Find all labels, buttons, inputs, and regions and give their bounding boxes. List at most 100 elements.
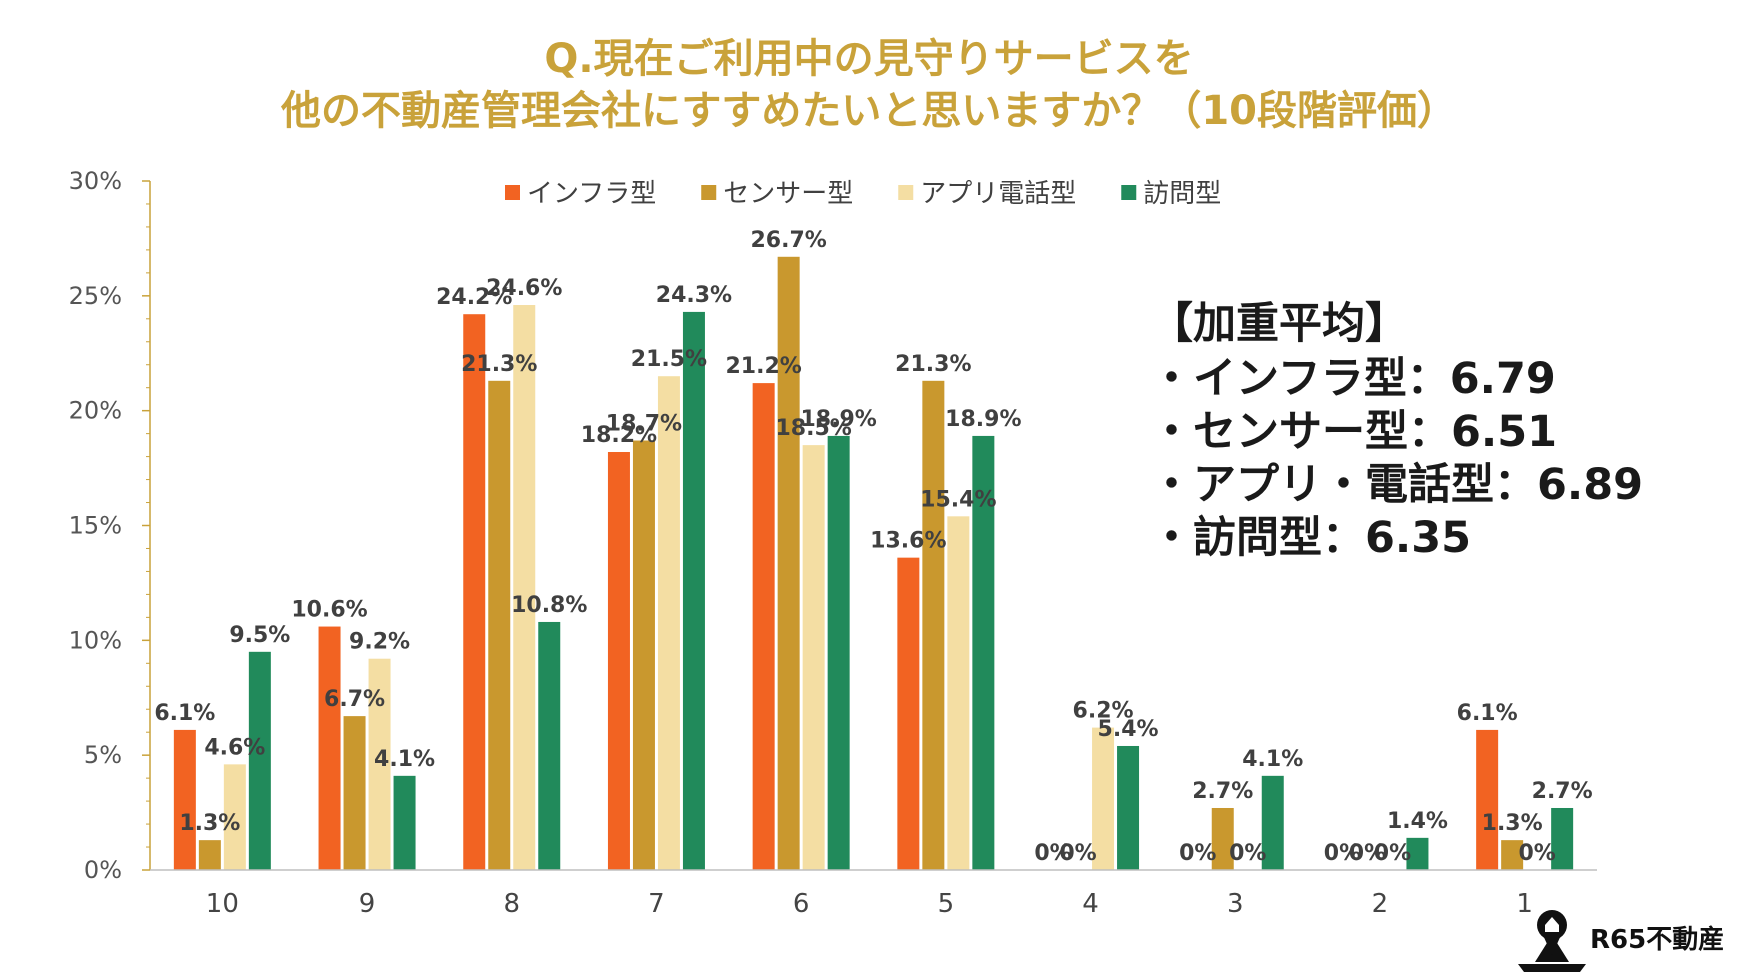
- data-label: 0%: [1518, 841, 1555, 866]
- bar: [657, 376, 680, 870]
- data-label: 18.2%: [581, 423, 657, 448]
- data-label: 18.5%: [775, 416, 851, 441]
- r65-logo: R65不動産: [1518, 910, 1724, 972]
- bar: [318, 626, 341, 870]
- bar: [752, 383, 775, 870]
- data-labels: 6.1%10.6%24.2%18.2%21.2%13.6%0% 0% 0%6.1%1…: [154, 228, 1592, 866]
- data-label: 0%: [1179, 841, 1216, 866]
- data-label: 6.7%: [324, 687, 385, 712]
- legend-label: アプリ電話型: [920, 179, 1076, 209]
- bar: [947, 516, 970, 870]
- data-label: 0%: [1374, 841, 1411, 866]
- minor-ticks: [146, 203, 150, 848]
- data-label: 15.4%: [920, 487, 996, 512]
- summary-heading: 【加重平均】: [1150, 299, 1408, 349]
- data-label: 0%: [1059, 841, 1096, 866]
- logo-text: R65不動産: [1590, 924, 1724, 955]
- data-label: 1.4%: [1387, 809, 1448, 834]
- y-tick-label: 15%: [69, 512, 122, 540]
- data-label: 2.7%: [1192, 779, 1253, 804]
- data-label: 2.7%: [1532, 779, 1593, 804]
- data-label: 10.6%: [291, 598, 367, 623]
- data-label: 1.3%: [179, 811, 240, 836]
- bar: [1501, 840, 1524, 870]
- data-label: 24.2%: [436, 285, 512, 310]
- x-tick-label: 10: [206, 889, 239, 919]
- data-label: 6.1%: [1457, 701, 1518, 726]
- bar: [682, 311, 705, 870]
- bar: [607, 452, 630, 870]
- data-label: 9.2%: [349, 630, 410, 655]
- summary-line-visit: ・訪問型：6.35: [1150, 513, 1471, 563]
- bar: [802, 445, 825, 870]
- data-label: 10.8%: [511, 593, 587, 618]
- data-label: 0%: [1324, 841, 1361, 866]
- bar: [1261, 775, 1284, 870]
- data-label: 26.7%: [750, 228, 826, 253]
- data-label: 18.7%: [606, 412, 682, 437]
- data-label: 0%: [1229, 841, 1266, 866]
- weighted-average-summary: 【加重平均】 ・インフラ型：6.79 ・センサー型：6.51 ・アプリ・電話型：…: [1150, 299, 1643, 563]
- x-tick-label: 9: [359, 889, 376, 919]
- bar: [777, 256, 800, 870]
- y-tick-label: 0%: [84, 856, 122, 884]
- summary-line-app: ・アプリ・電話型：6.89: [1150, 460, 1643, 510]
- data-label: 21.3%: [895, 352, 971, 377]
- bar-series: [173, 256, 1574, 870]
- x-tick-label: 3: [1227, 889, 1244, 919]
- legend-swatch: [701, 185, 717, 200]
- x-axis: 10 9 8 7 6 5 4 3 2 1: [150, 869, 1597, 919]
- bar: [463, 314, 486, 870]
- data-label: 0%: [1034, 841, 1071, 866]
- bar: [922, 380, 945, 870]
- bar: [1092, 727, 1115, 870]
- x-tick-label: 2: [1372, 889, 1389, 919]
- x-tick-label: 4: [1082, 889, 1099, 919]
- y-axis: 0% 5% 10% 15% 20% 25% 30%: [69, 167, 151, 884]
- legend-label: インフラ型: [527, 179, 656, 209]
- bar: [1476, 729, 1499, 870]
- y-tick-label: 30%: [69, 167, 122, 195]
- summary-line-infra: ・インフラ型：6.79: [1150, 354, 1556, 404]
- y-tick-label: 10%: [69, 626, 122, 654]
- x-tick-label: 8: [503, 889, 520, 919]
- bar: [632, 440, 655, 870]
- data-label: 6.2%: [1073, 699, 1134, 724]
- data-label: 0%: [1349, 841, 1386, 866]
- bar: [513, 305, 536, 870]
- legend-swatch: [1121, 185, 1137, 200]
- x-tick-label: 6: [793, 889, 810, 919]
- legend-label: 訪問型: [1143, 179, 1221, 209]
- y-tick-label: 25%: [69, 282, 122, 310]
- y-tick-label: 20%: [69, 397, 122, 425]
- bar: [1551, 807, 1574, 870]
- data-label: 24.3%: [656, 283, 732, 308]
- data-label: 4.1%: [374, 747, 435, 772]
- legend: インフラ型 センサー型 アプリ電話型 訪問型: [505, 179, 1221, 209]
- x-tick-label: 7: [648, 889, 665, 919]
- bar: [248, 651, 271, 870]
- data-label: 24.6%: [486, 276, 562, 301]
- data-label: 6.1%: [154, 701, 215, 726]
- bar: [972, 435, 995, 870]
- data-label: 4.6%: [204, 735, 265, 760]
- x-tick-label: 5: [938, 889, 955, 919]
- summary-line-sensor: ・センサー型：6.51: [1150, 407, 1557, 457]
- data-label: 18.9%: [800, 407, 876, 432]
- bar: [393, 775, 416, 870]
- bar: [538, 621, 561, 870]
- data-label: 21.5%: [631, 347, 707, 372]
- data-label: 13.6%: [870, 529, 946, 554]
- data-label: 21.2%: [725, 354, 801, 379]
- data-label: 1.3%: [1482, 811, 1543, 836]
- map-pin-icon: [1518, 910, 1586, 972]
- data-label: 21.3%: [461, 352, 537, 377]
- bar: [1406, 837, 1429, 870]
- bar: [173, 729, 196, 870]
- legend-swatch: [505, 185, 520, 200]
- data-label: 5.4%: [1098, 717, 1159, 742]
- bar: [897, 557, 920, 870]
- data-label: 4.1%: [1242, 747, 1303, 772]
- bar: [198, 840, 221, 870]
